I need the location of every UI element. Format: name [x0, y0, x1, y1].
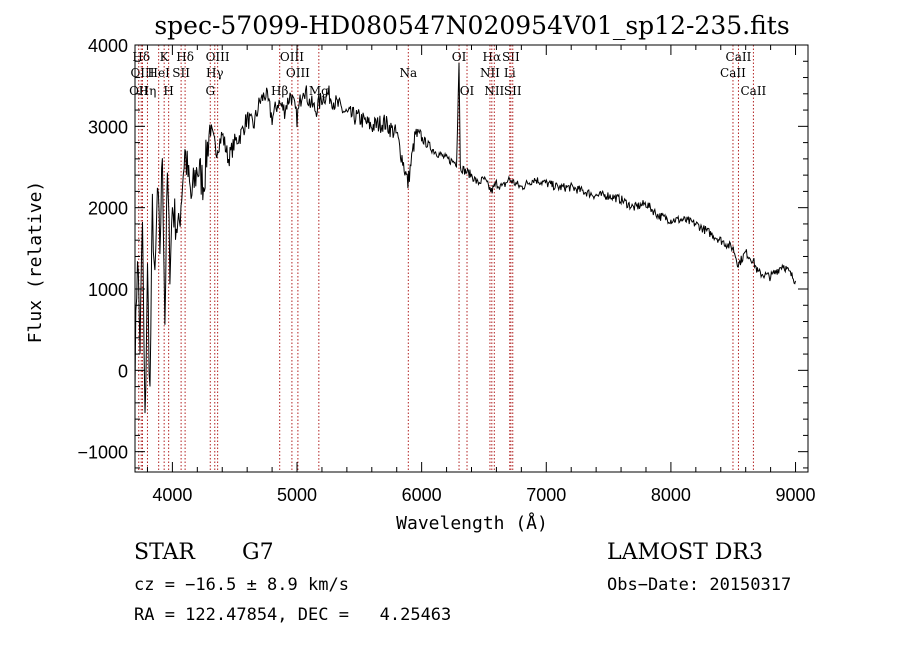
line-label: Li	[504, 66, 516, 80]
survey-name: LAMOST DR3	[607, 540, 763, 565]
line-label: OI	[452, 50, 467, 64]
line-label: Hδ	[176, 50, 194, 64]
line-label: OIII	[280, 50, 304, 64]
y-axis: −1000 0 1000 2000 3000 4000	[77, 36, 808, 469]
line-label: Hβ	[271, 84, 288, 98]
x-tick-label: 8000	[651, 485, 691, 505]
y-axis-label: Flux (relative)	[25, 181, 46, 344]
x-axis-label: Wavelength (Å)	[396, 512, 548, 534]
line-label: OII	[129, 84, 149, 98]
observation-date: Obs−Date: 20150317	[607, 575, 791, 595]
redshift-readout: cz = −16.5 ± 8.9 km/s	[134, 575, 349, 595]
y-tick-label: 2000	[88, 199, 128, 219]
line-label: Hδ	[132, 50, 150, 64]
line-label: SII	[502, 50, 520, 64]
line-label: Mg	[309, 84, 329, 98]
line-label: H	[163, 84, 173, 98]
x-tick-label: 6000	[402, 485, 442, 505]
line-label: OIII	[206, 50, 230, 64]
line-label: G	[205, 84, 215, 98]
line-label: SII	[172, 66, 190, 80]
y-tick-label: 1000	[88, 280, 128, 300]
line-label: CaII	[720, 66, 746, 80]
line-label: Hη	[139, 84, 157, 98]
spectral-subclass: G7	[242, 540, 274, 565]
y-tick-label: 0	[118, 361, 128, 381]
line-label: SII	[504, 84, 522, 98]
line-label: Hγ	[206, 66, 224, 80]
object-type: STAR	[134, 540, 196, 565]
line-label: NII	[480, 66, 500, 80]
y-tick-label: 3000	[88, 117, 128, 137]
line-label: Na	[399, 66, 417, 80]
x-tick-label: 5000	[277, 485, 317, 505]
line-label: OIII	[286, 66, 310, 80]
chart-title: spec-57099-HD080547N020954V01_sp12-235.f…	[154, 11, 789, 40]
line-label: K	[160, 50, 170, 64]
line-label: CaII	[740, 84, 766, 98]
x-tick-label: 4000	[152, 485, 192, 505]
y-tick-label: 4000	[88, 36, 128, 56]
x-axis: 4000 5000 6000 7000 8000 9000	[146, 45, 816, 505]
line-label: OIII	[130, 66, 154, 80]
line-label: HeI	[148, 66, 171, 80]
y-tick-label: −1000	[77, 443, 128, 463]
flux-series-line	[134, 62, 796, 414]
line-label: Hα	[483, 50, 502, 64]
plot-frame	[134, 44, 809, 473]
x-tick-label: 7000	[526, 485, 566, 505]
coordinates-readout: RA = 122.47854, DEC = 4.25463	[134, 605, 451, 625]
x-tick-label: 9000	[776, 485, 816, 505]
line-label: OI	[460, 84, 475, 98]
line-label: CaII	[726, 50, 752, 64]
line-label: NII	[484, 84, 504, 98]
